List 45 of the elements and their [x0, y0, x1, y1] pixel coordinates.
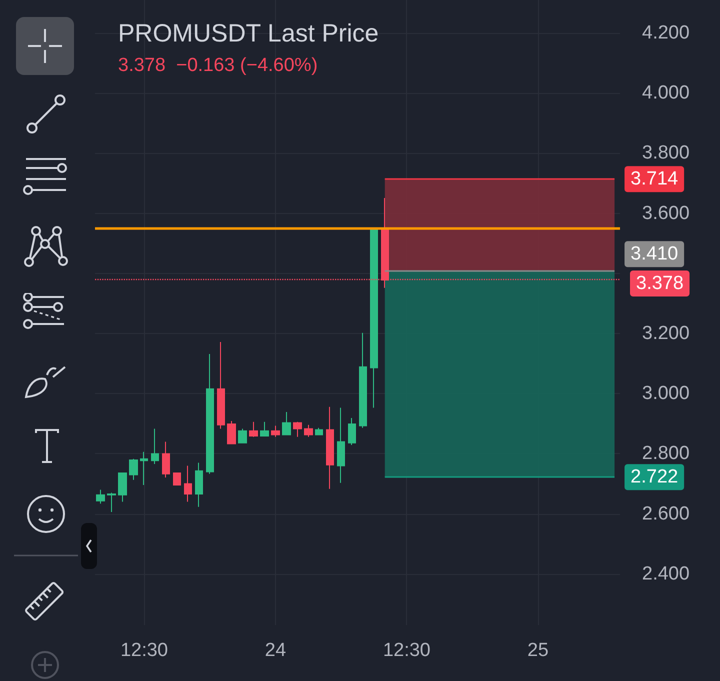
y-tick-label: 3.600 — [642, 202, 690, 224]
candlestick — [227, 420, 236, 444]
candlestick — [173, 472, 181, 486]
x-tick-label: 25 — [527, 640, 549, 661]
ref-line-label: 2.722 — [630, 466, 678, 488]
y-tick-label: 3.000 — [642, 383, 690, 404]
candlestick — [370, 228, 378, 408]
x-tick-label: 12:30 — [120, 640, 168, 661]
candlestick — [337, 407, 345, 484]
y-tick-label: 3.200 — [642, 323, 690, 344]
candlestick — [304, 424, 313, 438]
candlestick — [282, 411, 291, 436]
ref-line-label: 3.410 — [630, 244, 678, 265]
candlestick — [249, 421, 258, 438]
candlestick — [129, 458, 138, 480]
y-tick-label: 3.800 — [642, 142, 690, 164]
x-tick-label: 12:30 — [382, 640, 430, 661]
ref-line-label: 3.714 — [630, 168, 679, 190]
candlestick — [348, 417, 356, 446]
y-tick-label: 2.600 — [642, 503, 690, 524]
candlestick — [326, 406, 334, 490]
candlestick — [260, 421, 269, 436]
candlestick — [271, 425, 280, 438]
y-tick-label: 4.200 — [642, 22, 690, 44]
candlestick — [195, 462, 203, 508]
candlestick — [162, 441, 170, 478]
ref-line-label: 3.378 — [636, 273, 684, 294]
candlestick — [238, 428, 247, 444]
text: PROMUSDT Last Price — [118, 20, 379, 48]
candlestick — [315, 427, 323, 436]
text: 3.378 −0.163 (−4.60%) — [118, 55, 318, 76]
candlestick — [107, 492, 116, 513]
candlestick — [118, 472, 127, 502]
candlestick — [184, 465, 192, 502]
y-tick-label: 4.000 — [642, 82, 690, 104]
x-tick-label: 24 — [264, 640, 286, 661]
candlestick — [293, 421, 302, 438]
y-tick-label: 2.800 — [642, 443, 690, 464]
candlestick — [151, 428, 159, 464]
candlestick — [217, 341, 225, 430]
candlestick — [96, 489, 105, 504]
candlestick — [140, 451, 148, 486]
candlestick — [206, 353, 214, 474]
y-tick-label: 2.400 — [642, 563, 690, 584]
candlestick — [359, 332, 367, 428]
